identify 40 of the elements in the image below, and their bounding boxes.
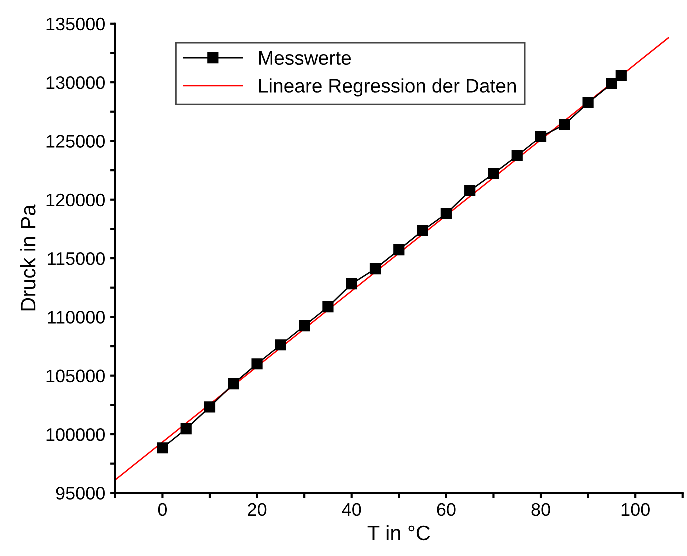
x-tick-label: 20 — [248, 503, 267, 516]
point — [606, 78, 618, 90]
point — [252, 358, 263, 370]
point — [512, 150, 523, 162]
point — [616, 70, 627, 82]
point — [346, 278, 358, 290]
x-tick-label: 40 — [342, 503, 362, 516]
y-tick-label: 95000 — [56, 487, 105, 500]
point — [417, 225, 428, 237]
point — [488, 168, 500, 180]
y-tick-label: 110000 — [48, 311, 105, 324]
x-axis-title: T in °C — [368, 525, 430, 541]
x-tick-label: 80 — [532, 503, 550, 516]
y-tick-label: 130000 — [46, 76, 105, 90]
point — [275, 340, 286, 351]
y-tick-label: 125000 — [46, 135, 105, 148]
y-tick-label: 115000 — [48, 252, 105, 266]
legend-label: Messwerte — [259, 52, 352, 66]
y-tick-label: 135000 — [46, 18, 105, 31]
point — [559, 119, 570, 130]
point — [394, 244, 405, 256]
point — [322, 302, 334, 313]
point — [464, 185, 476, 197]
point — [228, 378, 240, 390]
point — [299, 320, 310, 332]
y-tick-label: 120000 — [46, 194, 105, 207]
x-tick-label: 100 — [622, 503, 650, 516]
y-tick-label: 105000 — [46, 370, 105, 383]
point — [440, 208, 452, 220]
point — [582, 97, 594, 109]
point — [180, 424, 192, 435]
x-tick-label: 60 — [437, 503, 456, 516]
y-tick-label: 100000 — [46, 428, 105, 442]
legend-label: Lineare Regression der Daten — [259, 78, 516, 97]
point — [370, 264, 382, 275]
x-tick-label: 0 — [158, 503, 168, 516]
point — [157, 442, 168, 454]
y-axis-title: Druck in Pa — [20, 204, 36, 311]
point — [535, 131, 547, 143]
point — [204, 402, 216, 413]
